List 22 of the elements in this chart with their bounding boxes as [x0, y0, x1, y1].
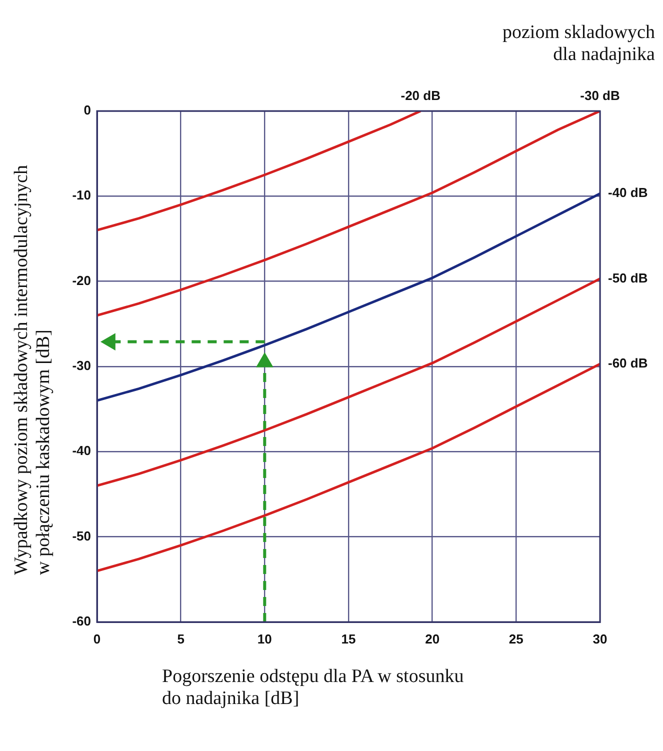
- x-tick-label: 25: [508, 631, 524, 646]
- x-tick-label: 30: [592, 631, 608, 646]
- y-axis-title: Wypadkowy poziom składowych intermodulacyjnych w połączeniu kaskadowym [dB]: [11, 165, 55, 575]
- y-tick-label: 0: [84, 102, 91, 118]
- x-tick-label: 10: [257, 631, 272, 646]
- series-label: -30 dB: [580, 88, 620, 104]
- series-label: -20 dB: [400, 88, 440, 104]
- x-tick-label: 5: [177, 631, 184, 646]
- y-tick-label: -40: [72, 443, 91, 458]
- series-label: -60 dB: [608, 356, 648, 371]
- y-tick-label: -30: [72, 358, 91, 374]
- x-tick-label: 20: [425, 631, 440, 646]
- y-tick-label: -60: [72, 614, 91, 629]
- x-tick-label: 15: [341, 631, 356, 646]
- x-axis-title: Pogorszenie odstępu dla PA w stosunku do nadajnika [dB]: [162, 666, 464, 710]
- y-tick-label: -10: [72, 188, 91, 203]
- series-label: -40 dB: [608, 185, 648, 200]
- y-tick-label: -20: [72, 272, 91, 288]
- x-tick-label: 0: [93, 631, 101, 646]
- series-label: -50 dB: [608, 270, 648, 286]
- y-tick-label: -50: [72, 528, 91, 544]
- legend-title: poziom skladowych dla nadajnika: [502, 22, 655, 66]
